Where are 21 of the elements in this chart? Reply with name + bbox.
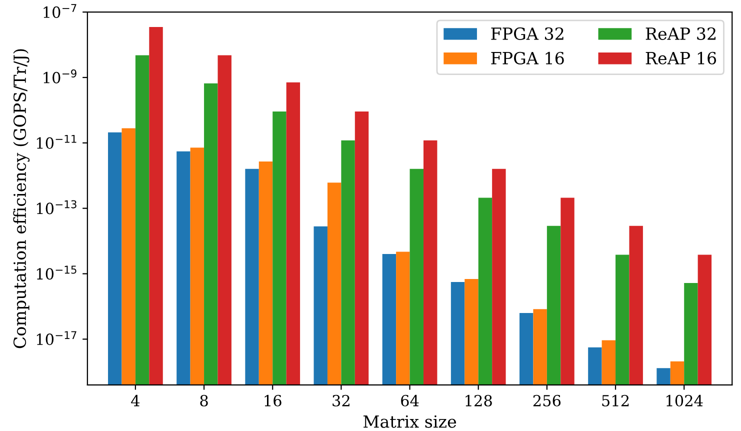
x-tick-label: 128 <box>466 394 492 406</box>
x-tick-label: 256 <box>533 394 561 406</box>
x-tick-label: 16 <box>264 394 282 406</box>
x-tick-label: 32 <box>332 394 350 406</box>
x-axis-title: Matrix size <box>363 415 456 428</box>
y-tick-label: 10$^{−9}$ <box>44 69 76 84</box>
y-tick-label: 10$^{−17}$ <box>36 331 76 346</box>
x-tick-label: 64 <box>401 394 419 406</box>
y-tick-label: 10$^{−11}$ <box>36 134 76 149</box>
y-tick-label: 10$^{−13}$ <box>36 200 76 214</box>
legend-label: FPGA 32 <box>491 27 564 40</box>
y-tick-label: 10$^{−15}$ <box>36 266 76 280</box>
x-tick-label: 1024 <box>666 394 703 406</box>
x-tick-label: 512 <box>602 394 629 406</box>
y-tick-label: 10$^{−7}$ <box>44 4 76 18</box>
x-tick-label: 4 <box>131 394 140 406</box>
y-axis-title: Computation efficiency (GOPS/Tr/J) <box>13 49 30 348</box>
legend-label: ReAP 16 <box>646 52 716 64</box>
x-tick-label: 8 <box>200 394 208 406</box>
legend-label: FPGA 16 <box>491 52 564 64</box>
legend-label: ReAP 32 <box>646 27 716 40</box>
